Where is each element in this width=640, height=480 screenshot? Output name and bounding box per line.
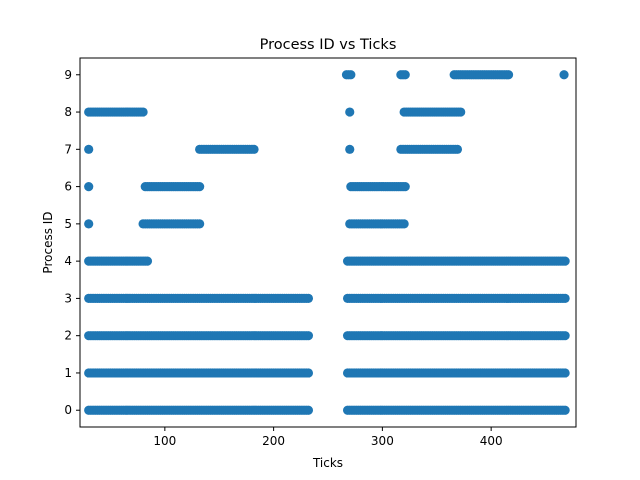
y-tick-label: 7 [64, 142, 72, 156]
data-point [560, 368, 570, 378]
data-point [452, 144, 463, 154]
data-point [560, 256, 570, 266]
data-point [345, 144, 355, 154]
y-tick-label: 8 [64, 105, 72, 119]
x-tick-label: 400 [480, 434, 503, 448]
data-point [399, 219, 409, 229]
data-point [503, 70, 514, 80]
data-point [195, 181, 205, 192]
y-tick-label: 3 [64, 291, 72, 305]
x-axis-ticks: 100 200 300 400 [153, 427, 503, 448]
data-point [303, 331, 314, 341]
data-point [84, 181, 94, 192]
y-tick-label: 0 [64, 403, 72, 417]
x-tick-label: 200 [262, 434, 285, 448]
y-tick-label: 1 [64, 366, 72, 380]
data-point [303, 293, 314, 304]
data-point [560, 405, 570, 415]
data-point [456, 107, 466, 117]
data-point [346, 70, 356, 80]
plot-frame [79, 57, 577, 428]
data-point [345, 107, 355, 117]
y-tick-label: 2 [64, 329, 72, 343]
chart-title: Process ID vs Ticks [260, 37, 397, 53]
data-point [249, 144, 259, 154]
y-tick-label: 5 [64, 217, 72, 231]
data-point [400, 181, 410, 192]
data-point [303, 368, 314, 378]
x-tick-label: 300 [371, 434, 394, 448]
data-point [303, 405, 314, 415]
data-point [400, 70, 410, 80]
y-tick-label: 9 [64, 68, 72, 82]
data-point [84, 144, 94, 154]
y-tick-label: 4 [64, 254, 72, 268]
x-axis-label: Ticks [312, 456, 343, 470]
data-point [142, 256, 153, 266]
y-tick-label: 6 [64, 180, 72, 194]
y-axis-label: Process ID [41, 211, 55, 273]
data-point [195, 219, 205, 229]
x-tick-label: 100 [153, 434, 176, 448]
points-layer [84, 70, 570, 415]
data-point [138, 107, 148, 117]
data-point [559, 70, 569, 80]
data-point [84, 219, 94, 229]
data-point [560, 293, 570, 304]
data-point [560, 331, 570, 341]
y-axis-ticks: 0 1 2 3 4 5 6 7 8 9 [64, 68, 80, 417]
